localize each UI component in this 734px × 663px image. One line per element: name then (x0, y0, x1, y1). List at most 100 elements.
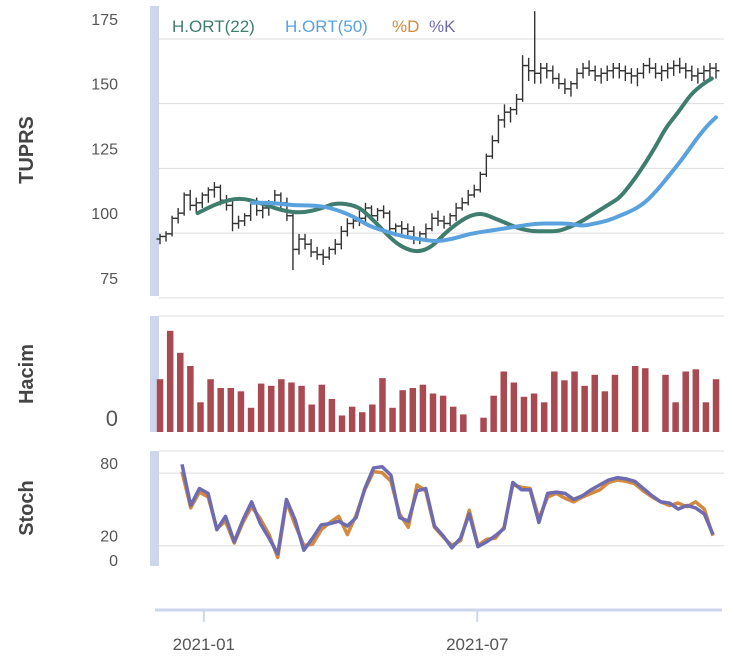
volume-bar (712, 379, 720, 432)
legend-stoch-d[interactable]: %D (392, 17, 419, 36)
ohlc-bar (428, 213, 436, 232)
volume-bar (571, 371, 578, 432)
ohlc-bar (198, 192, 206, 208)
volume-bar (540, 402, 548, 432)
ohlc-bar (531, 11, 539, 84)
ohlc-bar (343, 218, 351, 237)
volume-bar (601, 391, 609, 432)
ohlc-bar (555, 73, 563, 89)
moving-average-line (195, 76, 714, 254)
stoch-y-ticks: 80 20 0 (100, 456, 118, 570)
ohlc-bar (621, 65, 629, 82)
ohlc-bar (464, 189, 472, 206)
volume-bar (662, 374, 669, 432)
volume-bar (611, 374, 619, 432)
volume-bar (197, 402, 204, 432)
ohlc-bar (519, 55, 527, 102)
ohlc-bar (229, 200, 237, 232)
x-ticks: 2021-01 2021-07 (173, 610, 508, 654)
price-y-tick-label: 150 (91, 77, 118, 94)
ohlc-bar (307, 239, 315, 258)
volume-bar (328, 399, 336, 432)
volume-bar (358, 412, 366, 432)
ohlc-bar (301, 233, 309, 250)
ohlc-bar (561, 78, 569, 95)
price-ohlc-bars (156, 11, 720, 271)
ohlc-bar (241, 213, 249, 227)
ohlc-bar (567, 81, 575, 97)
ohlc-bar (337, 226, 345, 250)
volume-bar (692, 369, 700, 432)
volume-bar (247, 407, 255, 432)
volume-bar (379, 378, 386, 432)
volume-bar (510, 382, 518, 432)
volume-bar (631, 366, 639, 432)
volume-bar (257, 383, 265, 432)
price-panel-bracket (150, 6, 159, 296)
ohlc-bar (434, 210, 442, 227)
ohlc-bar (615, 62, 623, 79)
ohlc-bar (458, 197, 466, 211)
ohlc-bar (627, 68, 635, 84)
x-tick-label: 2021-01 (173, 635, 235, 654)
x-axis: 2021-01 2021-07 (155, 608, 722, 654)
volume-bar (389, 407, 396, 432)
stoch-panel: Stoch 80 20 0 (16, 450, 724, 570)
volume-bar (419, 384, 427, 432)
volume-bar (338, 415, 346, 432)
volume-y-ticks: 0 (106, 406, 118, 431)
ohlc-bar (482, 153, 490, 177)
volume-bar (460, 414, 467, 432)
volume-bar (177, 352, 184, 432)
volume-panel-bracket (150, 316, 159, 432)
ohlc-bar (380, 205, 388, 219)
legend-stoch-k[interactable]: %K (429, 17, 456, 36)
volume-bar (561, 380, 568, 432)
ohlc-bar (670, 60, 678, 76)
volume-y-tick-label: 0 (106, 406, 118, 431)
ohlc-bar (398, 220, 406, 234)
legend-ma50[interactable]: H.ORT(50) (285, 17, 368, 36)
ohlc-bar (639, 62, 647, 79)
volume-bar (409, 388, 417, 432)
ohlc-bar (210, 182, 218, 198)
ohlc-bar (633, 68, 641, 87)
ohlc-bar (525, 57, 533, 82)
legend-ma22[interactable]: H.ORT(22) (172, 17, 255, 36)
ohlc-bar (658, 65, 666, 82)
ohlc-bar (549, 65, 557, 84)
volume-bar (318, 384, 326, 432)
ohlc-bar (325, 246, 333, 260)
volume-bar (278, 379, 285, 432)
ohlc-bar (446, 213, 454, 227)
volume-bar (429, 393, 437, 432)
price-grid (159, 38, 724, 299)
ohlc-bar (591, 65, 599, 82)
ohlc-bar (603, 65, 611, 82)
ohlc-bar (706, 62, 714, 79)
volume-bar (268, 385, 275, 432)
ohlc-bar (646, 57, 654, 74)
ohlc-bar (470, 184, 478, 198)
ohlc-bar (597, 68, 605, 84)
ohlc-bar (235, 215, 243, 229)
volume-bar (642, 368, 649, 432)
ohlc-bar (476, 171, 484, 193)
volume-bars (156, 330, 720, 432)
ohlc-bar (440, 215, 448, 229)
ohlc-bar (513, 94, 521, 115)
volume-bar (490, 395, 497, 432)
volume-axis-label: Hacim (16, 344, 38, 404)
volume-bar (187, 366, 194, 432)
volume-bar (480, 417, 487, 432)
ohlc-bar (700, 65, 708, 82)
ohlc-bar (585, 60, 593, 76)
ohlc-bar (507, 106, 515, 123)
ohlc-bar (319, 249, 327, 265)
ohlc-bar (494, 114, 502, 144)
ohlc-bar (204, 187, 212, 203)
volume-bar (449, 406, 457, 432)
price-y-ticks: 175 150 125 100 75 (91, 12, 118, 288)
